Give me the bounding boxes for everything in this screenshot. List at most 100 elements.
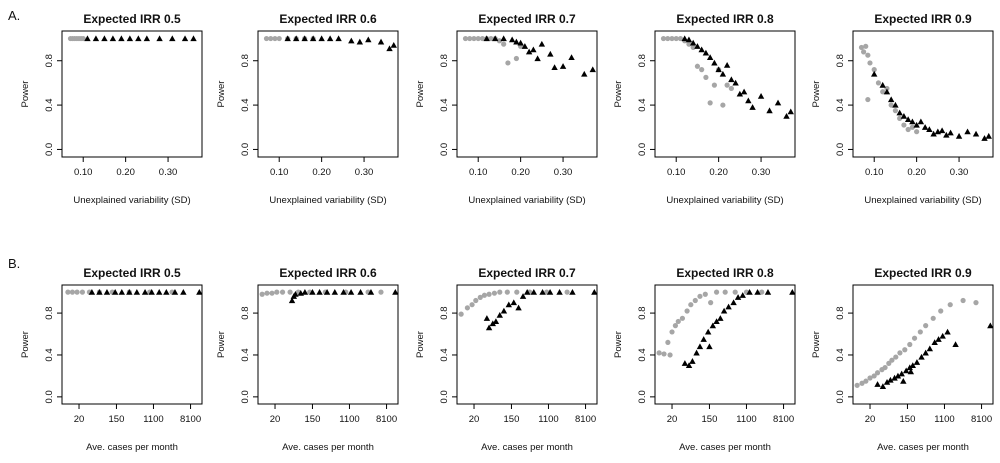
grey-circle-point — [672, 323, 679, 329]
black-triangle-point — [118, 35, 125, 42]
black-triangle-point — [568, 54, 575, 60]
grey-circle-point — [688, 302, 694, 308]
black-triangle-point — [891, 374, 898, 381]
grey-circle-point — [475, 35, 481, 42]
grey-circle-point — [677, 35, 684, 42]
panel-b-5: Expected IRR 0.9 0.0 0.4 0.8 Power 20 150 1100 8… — [811, 266, 994, 453]
grey-circle-point — [276, 35, 282, 42]
y-tick-label: 0.4 — [637, 98, 648, 111]
black-triangle-point — [871, 70, 878, 77]
black-triangle-point — [530, 46, 537, 53]
grey-circle-point — [467, 35, 473, 42]
black-triangle-point — [981, 135, 988, 141]
y-tick-label: 0.8 — [637, 306, 648, 319]
black-triangle-point — [719, 70, 727, 77]
grey-circle-point — [863, 43, 869, 49]
x-tick-label: 20 — [667, 414, 678, 425]
plot-frame — [61, 30, 203, 158]
plot-frame — [456, 30, 598, 158]
black-triangle-point — [704, 328, 712, 335]
plot-frame — [852, 30, 994, 158]
black-triangle-point — [879, 383, 887, 389]
black-triangle-point — [539, 288, 546, 295]
grey-circle-point — [667, 352, 673, 358]
black-triangle-point — [892, 101, 899, 108]
y-tick-label: 0.8 — [439, 54, 450, 67]
black-triangle-point — [730, 299, 737, 306]
black-triangle-point — [489, 320, 497, 327]
grey-circle-point — [732, 289, 738, 295]
black-triangle-point — [783, 112, 790, 119]
black-triangle-point — [309, 35, 317, 42]
black-triangle-point — [939, 332, 946, 339]
grey-circle-point — [707, 100, 713, 106]
y-tick-label: 0.8 — [637, 54, 648, 67]
black-triangle-point — [702, 49, 710, 56]
x-axis-label: Ave. cases per month — [86, 442, 178, 453]
black-triangle-point — [745, 97, 752, 104]
black-triangle-point — [196, 288, 203, 295]
panel-title: Expected IRR 0.8 — [676, 12, 774, 26]
grey-circle-point — [675, 318, 681, 325]
plot-frame — [257, 30, 399, 158]
black-triangle-point — [739, 292, 746, 298]
panel-title: Expected IRR 0.5 — [83, 12, 181, 26]
black-triangle-point — [292, 35, 300, 42]
black-triangle-point — [340, 288, 347, 295]
y-tick-label: 0.0 — [439, 143, 450, 156]
x-tick-label: 20 — [469, 414, 480, 425]
black-triangle-point — [972, 130, 980, 137]
black-triangle-point — [930, 130, 937, 137]
grey-circle-point — [65, 289, 71, 295]
black-triangle-point — [485, 324, 493, 331]
grey-circle-point — [79, 289, 86, 295]
black-triangle-point — [356, 38, 364, 45]
black-triangle-point — [907, 368, 915, 375]
black-triangle-point — [377, 38, 385, 45]
y-tick-label: 0.4 — [439, 98, 450, 111]
grey-circle-point — [867, 375, 873, 381]
black-triangle-point — [693, 349, 700, 356]
grey-circle-point — [488, 35, 494, 42]
grey-circle-point — [874, 370, 881, 376]
black-triangle-point — [551, 64, 558, 70]
black-triangle-point — [713, 318, 720, 325]
black-triangle-point — [318, 35, 325, 42]
grey-circle-point — [656, 350, 662, 356]
y-axis-label: Power — [811, 331, 822, 358]
black-triangle-point — [508, 36, 516, 43]
black-triangle-point — [510, 299, 517, 306]
black-triangle-point — [917, 118, 925, 125]
black-triangle-point — [935, 336, 942, 342]
black-triangle-point — [126, 35, 134, 42]
panel-a-2: Expected IRR 0.6 0.0 0.4 0.8 Power 0.10 0.20 0.… — [216, 12, 399, 206]
grey-circle-point — [871, 373, 877, 379]
grey-circle-point — [692, 297, 698, 304]
black-triangle-point — [700, 336, 707, 342]
black-triangle-point — [764, 288, 772, 295]
black-triangle-point — [698, 46, 705, 53]
black-triangle-point — [879, 81, 886, 88]
y-tick-label: 0.8 — [240, 306, 251, 319]
grey-circle-point — [477, 294, 483, 300]
grey-circle-point — [464, 305, 470, 311]
grey-circle-point — [702, 291, 708, 297]
x-axis-label: Ave. cases per month — [481, 442, 573, 453]
grey-circle-point — [669, 329, 675, 335]
x-tick-label: 0.20 — [907, 167, 926, 178]
grey-circle-point — [911, 335, 918, 341]
black-triangle-point — [111, 288, 119, 295]
grey-circle-point — [861, 49, 867, 55]
black-triangle-point — [141, 288, 149, 295]
black-triangle-point — [720, 307, 728, 314]
grey-circle-point — [264, 290, 270, 296]
grey-circle-point — [473, 297, 479, 304]
black-triangle-point — [913, 121, 920, 128]
grey-circle-point — [888, 102, 894, 108]
panel-a-3: Expected IRR 0.7 0.0 0.4 0.8 Power 0.10 0.20 0.… — [415, 12, 598, 206]
panel-title: Expected IRR 0.7 — [478, 12, 576, 26]
grey-circle-point — [491, 290, 498, 296]
y-tick-label: 0.0 — [240, 143, 251, 156]
y-axis-label: Power — [415, 331, 426, 358]
black-triangle-point — [301, 35, 308, 42]
